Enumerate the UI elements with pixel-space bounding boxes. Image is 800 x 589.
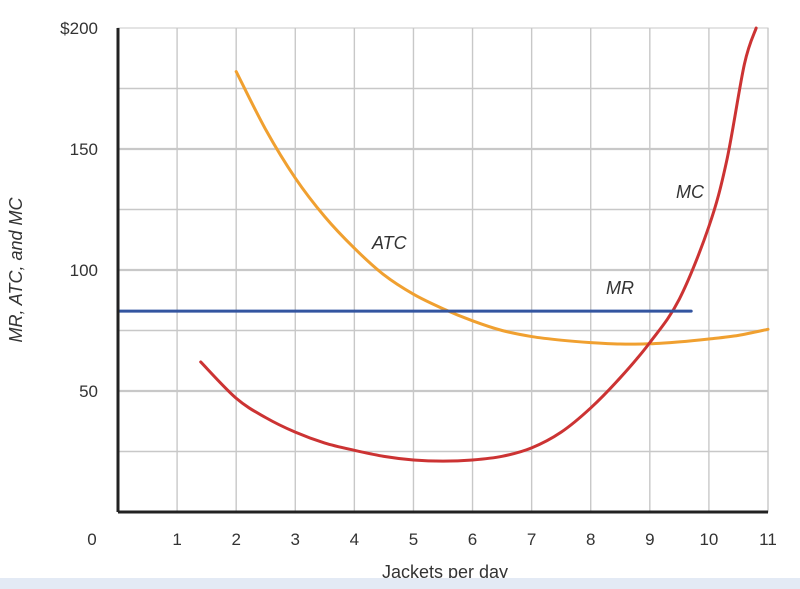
x-tick-label: 1 (172, 530, 181, 549)
x-tick-label: 6 (468, 530, 477, 549)
x-tick-label: 7 (527, 530, 536, 549)
mc-label: MC (676, 182, 705, 202)
x-tick-label: 9 (645, 530, 654, 549)
series-layer (116, 26, 770, 463)
axes-layer (116, 28, 768, 514)
tick-layer: 0 1 2 3 4 5 6 7 8 9 10 11 50 100 150 $200 (60, 19, 777, 549)
x-tick-label: 10 (699, 530, 718, 549)
atc-curve (234, 70, 770, 346)
x-tick-label: 2 (231, 530, 240, 549)
x-tick-label: 5 (409, 530, 418, 549)
x-tick-label: 11 (759, 530, 777, 549)
y-tick-label: 100 (70, 261, 98, 280)
mr-label: MR (606, 278, 634, 298)
atc-label: ATC (371, 233, 408, 253)
bottom-band (0, 578, 800, 589)
y-tick-label: 150 (70, 140, 98, 159)
x-tick-label: 8 (586, 530, 595, 549)
y-tick-label: 50 (79, 382, 98, 401)
x-tick-label: 3 (291, 530, 300, 549)
y-axis-title: MR, ATC, and MC (6, 196, 26, 342)
y-tick-label: $200 (60, 19, 98, 38)
x-tick-label: 4 (350, 530, 359, 549)
grid-layer (117, 27, 769, 513)
x-axis-title: Jackets per day (382, 562, 508, 582)
mc-curve (199, 26, 758, 463)
x-tick-label: 0 (87, 530, 96, 549)
